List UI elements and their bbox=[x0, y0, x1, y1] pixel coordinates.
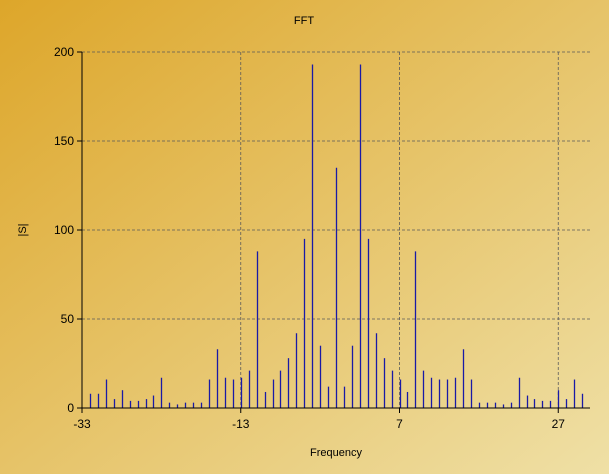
y-tick-label: 200 bbox=[54, 45, 74, 59]
grid-lines bbox=[82, 51, 590, 408]
x-tick-label: -13 bbox=[232, 417, 250, 431]
x-tick-label: 27 bbox=[552, 417, 566, 431]
y-tick-label: 100 bbox=[54, 223, 74, 237]
x-tick-label: 7 bbox=[396, 417, 403, 431]
y-tick-label: 0 bbox=[67, 401, 74, 415]
y-axis-title: |S| bbox=[17, 223, 29, 236]
y-tick-label: 50 bbox=[61, 312, 75, 326]
x-axis-title: Frequency bbox=[310, 447, 362, 459]
bar-series bbox=[89, 64, 584, 408]
chart-title: FFT bbox=[294, 15, 314, 27]
x-tick-label: -33 bbox=[73, 417, 91, 431]
tick-labels: 0 50 100 150 200 -33 -13 7 27 bbox=[54, 45, 565, 431]
y-tick-label: 150 bbox=[54, 134, 74, 148]
axes bbox=[77, 51, 590, 413]
